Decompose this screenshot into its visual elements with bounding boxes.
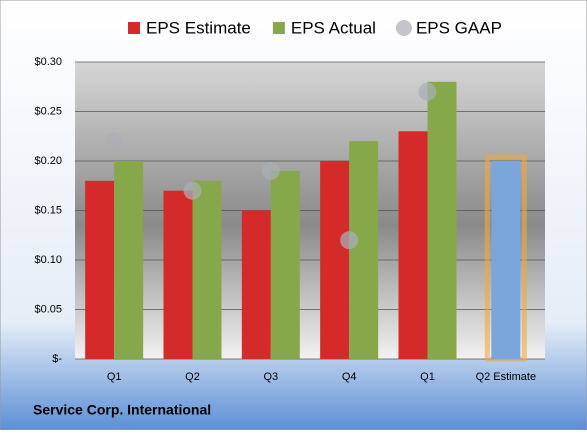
footer: Service Corp. International: [33, 402, 211, 418]
y-tick-label: $0.05: [34, 303, 62, 315]
y-tick-label: $0.25: [34, 105, 62, 117]
bar: [320, 161, 350, 359]
y-tick-label: $0.30: [34, 56, 62, 68]
bar: [491, 161, 521, 359]
y-tick-label: $0.10: [34, 254, 62, 266]
gaap-marker: [340, 231, 359, 250]
gaap-marker: [183, 181, 202, 200]
x-tick-label: Q3: [263, 371, 278, 383]
y-tick-label: $-: [52, 353, 62, 365]
legend-label: EPS Estimate: [146, 18, 251, 37]
bar: [163, 190, 193, 359]
gaap-marker: [105, 132, 124, 151]
legend-swatch: [395, 20, 412, 36]
x-tick-label: Q2 Estimate: [476, 371, 537, 383]
bar: [398, 131, 428, 359]
bar: [85, 180, 115, 359]
gaap-marker: [261, 161, 280, 180]
bar: [192, 180, 222, 359]
x-tick-label: Q4: [342, 371, 357, 383]
legend-swatch: [272, 22, 285, 34]
bar: [241, 210, 271, 359]
x-tick-label: Q1: [420, 371, 435, 383]
y-tick-label: $0.20: [34, 155, 62, 167]
y-tick-label: $0.15: [34, 204, 62, 216]
bar: [349, 141, 379, 359]
legend-swatch: [128, 22, 140, 34]
x-tick-label: Q2: [185, 371, 200, 383]
gaap-marker: [418, 82, 437, 101]
bar: [427, 81, 457, 360]
bar: [114, 161, 144, 359]
legend-label: EPS Actual: [291, 18, 376, 37]
bar: [270, 170, 300, 359]
legend-label: EPS GAAP: [416, 18, 502, 37]
x-tick-label: Q1: [107, 371, 122, 383]
